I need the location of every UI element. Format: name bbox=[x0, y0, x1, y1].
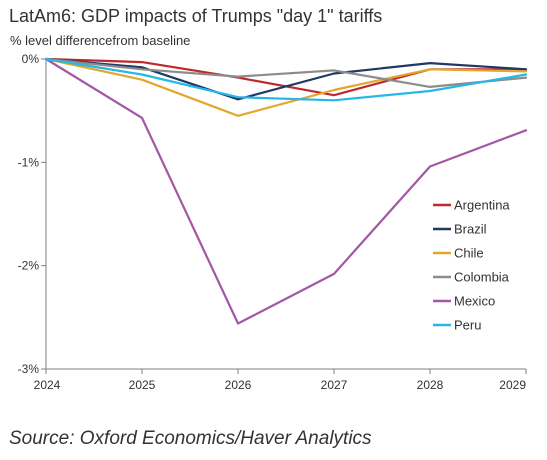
legend-label-mexico: Mexico bbox=[454, 294, 495, 309]
source-note: Source: Oxford Economics/Haver Analytics bbox=[9, 428, 372, 449]
x-tick-label: 2024 bbox=[34, 378, 61, 392]
series-lines bbox=[44, 57, 528, 325]
x-tick-label: 2025 bbox=[129, 378, 156, 392]
series-line-brazil bbox=[44, 57, 528, 101]
legend-label-argentina: Argentina bbox=[454, 198, 510, 213]
x-tick-label: 2026 bbox=[225, 378, 252, 392]
x-tick-label: 2027 bbox=[321, 378, 348, 392]
x-tick-label: 2029 bbox=[499, 378, 526, 392]
series-line-mexico bbox=[44, 57, 528, 325]
legend: Argentina Brazil Chile Colombia Mexico Peru bbox=[433, 198, 510, 333]
chart-title: LatAm6: GDP impacts of Trumps "day 1" ta… bbox=[9, 6, 383, 26]
axes: 0% -1% -2% -3% 2024 2025 2026 2027 2028 2029 bbox=[18, 52, 527, 392]
legend-label-brazil: Brazil bbox=[454, 222, 487, 237]
series-line-chile bbox=[44, 57, 528, 117]
y-tick-label: -2% bbox=[18, 259, 40, 273]
series-line-colombia bbox=[44, 57, 528, 89]
y-tick-label: 0% bbox=[22, 52, 40, 66]
y-tick-label: -1% bbox=[18, 155, 40, 169]
series-line-peru bbox=[44, 57, 528, 102]
x-tick-label: 2028 bbox=[417, 378, 444, 392]
legend-label-chile: Chile bbox=[454, 246, 484, 261]
legend-label-colombia: Colombia bbox=[454, 270, 510, 285]
chart-subtitle: % level differencefrom baseline bbox=[10, 33, 191, 48]
legend-label-peru: Peru bbox=[454, 318, 481, 333]
y-tick-label: -3% bbox=[18, 362, 40, 376]
